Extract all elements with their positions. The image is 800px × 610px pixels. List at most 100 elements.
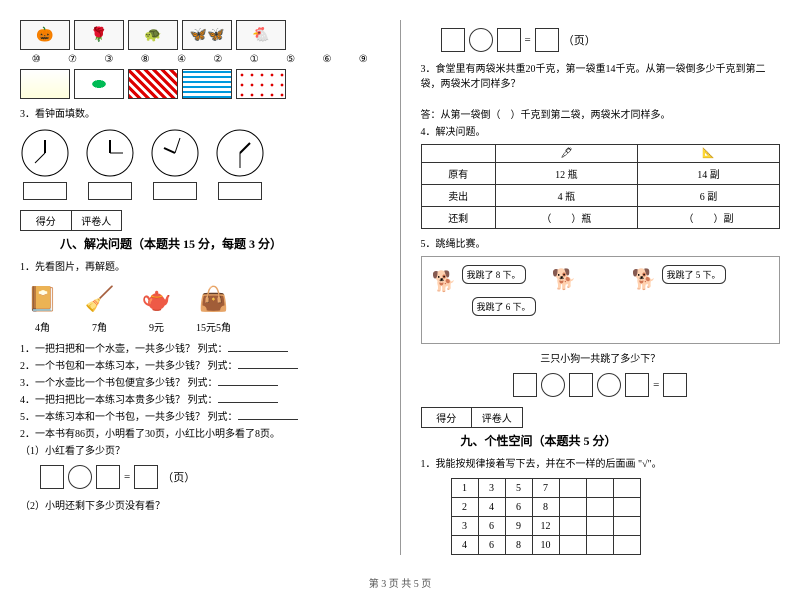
triangle-icon: 📐 <box>702 148 714 159</box>
box[interactable] <box>535 28 559 52</box>
cell[interactable] <box>613 536 640 555</box>
cell: 4 <box>451 536 478 555</box>
answer-box[interactable] <box>23 182 67 200</box>
cell: 3 <box>451 517 478 536</box>
sub-q: 3．一个水壶比一个书包便宜多少钱？ 列式： <box>20 374 380 389</box>
op-box[interactable] <box>597 373 621 397</box>
pattern-table: 1357 2468 36912 46810 <box>451 478 641 555</box>
unit: （页） <box>563 32 596 48</box>
page-footer: 第 3 页 共 5 页 <box>20 575 780 590</box>
cell: 4 瓶 <box>495 185 637 207</box>
color-box <box>182 69 232 99</box>
q4-label: 4．解决问题。 <box>421 123 781 138</box>
dog-icon: 🐕 <box>632 267 657 292</box>
item: 📔4角 <box>20 279 65 334</box>
cell: 5 <box>505 479 532 498</box>
answer-box[interactable] <box>153 182 197 200</box>
num: ⑨ <box>347 54 379 65</box>
problem-table: 🖋 📐 原有12 瓶14 副 卖出4 瓶6 副 还剩（ ）瓶（ ）副 <box>421 144 781 229</box>
cell[interactable] <box>613 517 640 536</box>
box[interactable] <box>96 465 120 489</box>
blank[interactable] <box>218 402 278 403</box>
cell[interactable]: （ ）瓶 <box>495 207 637 229</box>
right-column: = （页） 3．食堂里有两袋米共重20千克，第一袋重14千克。从第一袋倒多少千克… <box>421 20 781 555</box>
notebook-icon: 📔 <box>20 279 65 319</box>
cell: 8 <box>505 536 532 555</box>
equation-row: = （页） <box>40 465 380 489</box>
answer-box[interactable] <box>218 182 262 200</box>
score-box: 得分 评卷人 <box>20 210 122 231</box>
cell: 卖出 <box>421 185 495 207</box>
cell: 2 <box>451 498 478 517</box>
cell[interactable] <box>586 498 613 517</box>
equation-row: = （页） <box>441 28 781 52</box>
box[interactable] <box>40 465 64 489</box>
cell: 6 <box>505 498 532 517</box>
num: ⑥ <box>311 54 343 65</box>
item: 👜15元5角 <box>191 279 236 334</box>
num: ⑤ <box>274 54 306 65</box>
price: 15元5角 <box>191 319 236 334</box>
cell[interactable] <box>613 479 640 498</box>
q5-label: 5．跳绳比赛。 <box>421 235 781 250</box>
cell: 1 <box>451 479 478 498</box>
op-box[interactable] <box>541 373 565 397</box>
cell[interactable] <box>559 498 586 517</box>
q2a-label: （1）小红看了多少页？ <box>20 442 380 457</box>
color-box <box>20 69 70 99</box>
pic-box: 🌹 <box>74 20 124 50</box>
box[interactable] <box>663 373 687 397</box>
clock <box>85 128 135 200</box>
box[interactable] <box>625 373 649 397</box>
box[interactable] <box>441 28 465 52</box>
pic-box: 🐔 <box>236 20 286 50</box>
bag-icon: 👜 <box>191 279 236 319</box>
cell: 6 副 <box>637 185 779 207</box>
blank[interactable] <box>238 419 298 420</box>
cell[interactable] <box>586 536 613 555</box>
section-8-title: 八、解决问题（本题共 15 分，每题 3 分） <box>60 235 380 252</box>
box[interactable] <box>569 373 593 397</box>
pic-box: 🦋🦋 <box>182 20 232 50</box>
clock <box>150 128 200 200</box>
cell-icon: 🖋 <box>495 145 637 163</box>
sub-q: 2．一个书包和一本练习本，一共多少钱？ 列式： <box>20 357 380 372</box>
num: ② <box>202 54 234 65</box>
cell[interactable]: （ ）副 <box>637 207 779 229</box>
blank[interactable] <box>238 368 298 369</box>
equals: = <box>525 34 531 46</box>
price: 9元 <box>134 319 179 334</box>
cell[interactable] <box>559 536 586 555</box>
num: ③ <box>93 54 125 65</box>
cell: 4 <box>478 498 505 517</box>
q3-label: 3．看钟面填数。 <box>20 105 380 120</box>
score-label: 得分 <box>422 408 473 427</box>
op-box[interactable] <box>68 465 92 489</box>
blank[interactable] <box>218 385 278 386</box>
score-label: 得分 <box>21 211 72 230</box>
cell: 12 瓶 <box>495 163 637 185</box>
cell[interactable] <box>613 498 640 517</box>
q2-label: 2．一本书有86页，小明看了30页，小红比小明多看了8页。 <box>20 425 380 440</box>
blank[interactable] <box>228 351 288 352</box>
color-box <box>236 69 286 99</box>
cell[interactable] <box>559 479 586 498</box>
color-box <box>74 69 124 99</box>
grader-label: 评卷人 <box>472 408 522 427</box>
broom-icon: 🧹 <box>77 279 122 319</box>
cell: 14 副 <box>637 163 779 185</box>
box[interactable] <box>497 28 521 52</box>
box[interactable] <box>513 373 537 397</box>
op-box[interactable] <box>469 28 493 52</box>
clock <box>215 128 265 200</box>
cell: 3 <box>478 479 505 498</box>
answer-box[interactable] <box>88 182 132 200</box>
cell[interactable] <box>586 479 613 498</box>
cell[interactable] <box>586 517 613 536</box>
sub-q: 5．一本练习本和一个书包，一共多少钱？ 列式： <box>20 408 380 423</box>
box[interactable] <box>134 465 158 489</box>
ink-icon: 🖋 <box>560 148 573 159</box>
equals: = <box>653 379 659 391</box>
clock-row <box>20 128 380 200</box>
cell[interactable] <box>559 517 586 536</box>
